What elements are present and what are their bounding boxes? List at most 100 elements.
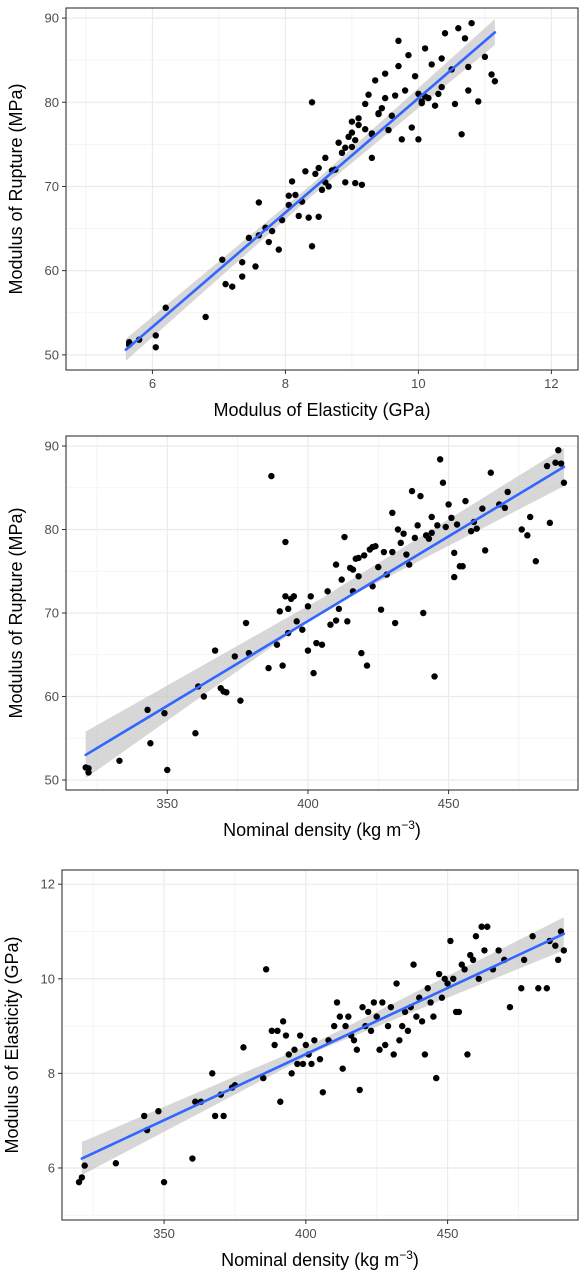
data-point bbox=[152, 332, 159, 339]
data-point bbox=[78, 1174, 86, 1181]
data-point bbox=[152, 344, 159, 351]
data-point bbox=[220, 1112, 227, 1120]
data-point bbox=[327, 621, 334, 628]
data-point bbox=[144, 706, 151, 714]
data-point bbox=[330, 1022, 338, 1030]
data-point bbox=[552, 459, 559, 466]
data-point bbox=[376, 1046, 383, 1053]
data-point bbox=[291, 1046, 298, 1053]
data-point bbox=[318, 186, 326, 194]
data-point bbox=[396, 1037, 403, 1044]
data-point bbox=[373, 1013, 380, 1020]
data-point bbox=[461, 966, 468, 973]
data-point bbox=[279, 1018, 287, 1025]
data-point bbox=[338, 149, 346, 156]
data-point bbox=[141, 1112, 148, 1120]
data-point bbox=[277, 1098, 284, 1105]
data-point bbox=[265, 238, 273, 246]
x-tick-label: 400 bbox=[297, 796, 319, 811]
data-point bbox=[397, 539, 404, 547]
data-point bbox=[428, 513, 435, 521]
x-axis-title: Nominal density (kg m−3) bbox=[221, 1248, 419, 1270]
data-point bbox=[209, 1070, 216, 1077]
data-point bbox=[348, 143, 356, 151]
data-point bbox=[192, 730, 199, 737]
data-point bbox=[435, 90, 442, 98]
data-point bbox=[282, 593, 289, 600]
data-point bbox=[390, 1051, 397, 1058]
data-point bbox=[504, 488, 511, 496]
data-point bbox=[368, 154, 376, 162]
data-point bbox=[279, 662, 286, 669]
data-point bbox=[239, 273, 246, 280]
data-point bbox=[428, 61, 435, 68]
y-tick-label: 60 bbox=[45, 263, 59, 278]
data-point bbox=[222, 280, 229, 288]
data-point bbox=[325, 183, 332, 190]
data-point bbox=[428, 529, 435, 537]
data-point bbox=[382, 1041, 389, 1049]
data-point bbox=[371, 77, 379, 84]
data-point bbox=[285, 201, 292, 209]
y-tick-label: 50 bbox=[45, 347, 59, 362]
data-point bbox=[401, 1008, 409, 1016]
data-point bbox=[430, 1013, 437, 1020]
data-point bbox=[394, 526, 402, 533]
y-axis-title: Modulus of Rupture (MPa) bbox=[6, 507, 26, 718]
y-tick-label: 10 bbox=[41, 971, 55, 986]
data-point bbox=[211, 1112, 219, 1120]
data-point bbox=[240, 1044, 247, 1051]
x-axis-title: Modulus of Elasticity (GPa) bbox=[213, 400, 430, 420]
data-point bbox=[467, 951, 474, 959]
data-point bbox=[431, 102, 439, 109]
data-point bbox=[399, 1022, 406, 1030]
data-point bbox=[395, 37, 402, 45]
data-point bbox=[438, 994, 446, 1001]
data-point bbox=[339, 1065, 346, 1072]
x-tick-label: 6 bbox=[149, 376, 156, 391]
data-point bbox=[237, 697, 244, 704]
data-point bbox=[160, 1178, 168, 1186]
data-point bbox=[411, 72, 419, 80]
data-point bbox=[332, 617, 340, 624]
data-point bbox=[192, 1098, 199, 1105]
y-tick-label: 90 bbox=[45, 439, 59, 454]
data-point bbox=[535, 985, 542, 992]
data-point bbox=[304, 647, 312, 654]
data-point bbox=[316, 1055, 324, 1063]
data-point bbox=[164, 766, 171, 774]
data-point bbox=[293, 618, 300, 625]
data-point bbox=[116, 757, 123, 764]
data-point bbox=[475, 975, 482, 982]
data-point bbox=[441, 975, 448, 982]
x-axis-title-text: Nominal density (kg m bbox=[223, 820, 401, 840]
data-point bbox=[335, 139, 342, 146]
data-point bbox=[381, 70, 389, 77]
data-point bbox=[375, 110, 382, 118]
data-point bbox=[415, 136, 422, 143]
x-tick-label: 350 bbox=[153, 1226, 175, 1241]
data-point bbox=[344, 618, 351, 625]
data-point bbox=[401, 87, 409, 94]
data-point bbox=[265, 664, 272, 672]
data-point bbox=[268, 1027, 276, 1035]
data-point bbox=[518, 526, 525, 533]
data-point bbox=[464, 1051, 471, 1058]
y-tick-label: 6 bbox=[48, 1160, 55, 1175]
data-point bbox=[506, 1003, 514, 1011]
data-point bbox=[345, 1013, 352, 1020]
data-point bbox=[368, 130, 376, 137]
data-point bbox=[546, 519, 554, 527]
data-point bbox=[255, 199, 263, 206]
data-point bbox=[315, 213, 322, 220]
y-tick-label: 80 bbox=[45, 522, 59, 537]
data-point bbox=[418, 1018, 426, 1025]
data-point bbox=[81, 1162, 88, 1169]
data-point bbox=[389, 548, 396, 556]
data-point bbox=[478, 923, 485, 930]
fit-line bbox=[80, 932, 566, 1160]
x-tick-label: 400 bbox=[295, 1226, 317, 1241]
data-point bbox=[448, 514, 455, 522]
panel-border bbox=[65, 7, 579, 371]
y-tick-label: 8 bbox=[48, 1066, 55, 1081]
